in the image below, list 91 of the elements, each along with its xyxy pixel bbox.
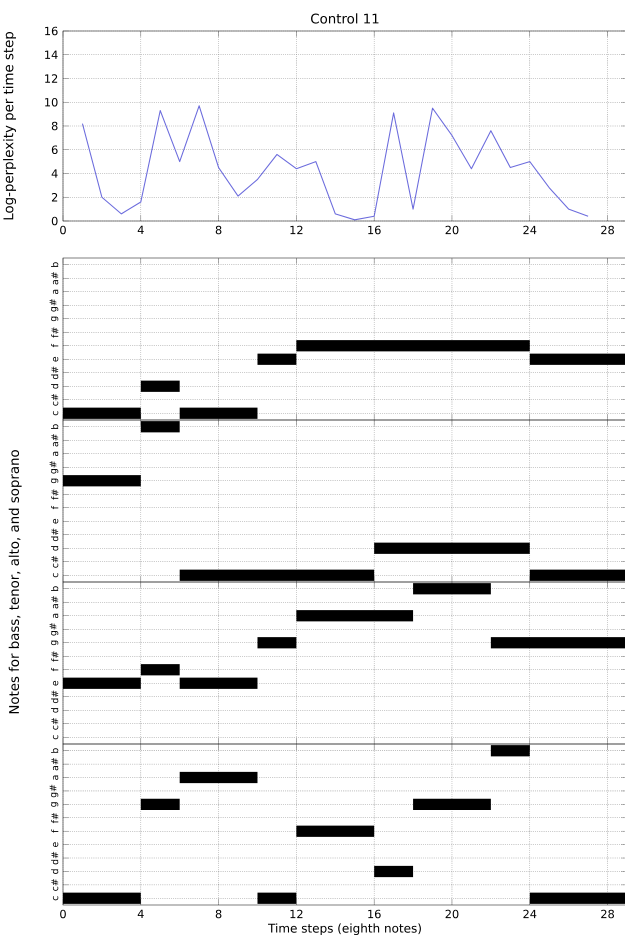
x-tick-label: 8	[216, 910, 222, 918]
bar	[140, 664, 180, 676]
y-tick-label: d	[51, 384, 58, 389]
line-series	[82, 105, 589, 220]
x-tick-label: 0	[60, 226, 66, 234]
y-tick-label: g	[51, 478, 58, 484]
x-axis-title: Time steps (eighth notes)	[268, 923, 421, 936]
y-tick-label: d#	[51, 690, 58, 704]
bar	[374, 866, 414, 878]
y-tick-label: e	[52, 518, 58, 524]
bar	[296, 340, 530, 352]
y-tick-label: 6	[52, 145, 58, 154]
x-tick-label: 4	[138, 910, 144, 918]
y-tick-label: a	[52, 776, 58, 780]
y-tick-label: a#	[51, 596, 58, 608]
y-tick-label: 8	[52, 122, 58, 130]
y-tick-label: a	[52, 614, 58, 618]
x-tick-label: 16	[368, 226, 381, 234]
y-tick-label: d#	[51, 366, 58, 380]
y-tick-label: g	[51, 640, 58, 646]
x-tick-label: 20	[446, 226, 458, 234]
y-tick-label: g#	[50, 623, 58, 636]
y-tick-label: g	[51, 802, 58, 807]
bar	[374, 542, 530, 554]
x-tick-label: 8	[216, 226, 222, 234]
y-tick-label: d	[51, 708, 58, 713]
y-tick-label: f#	[51, 651, 58, 662]
y-tick-label: c#	[51, 879, 58, 891]
y-tick-label: f	[51, 506, 58, 510]
x-tick-label: 24	[523, 226, 536, 234]
y-tick-label: g#	[50, 784, 58, 798]
y-tick-label: d#	[51, 528, 58, 542]
y-tick-label: b	[51, 424, 58, 429]
y-tick-label: b	[51, 262, 58, 267]
bar	[257, 637, 296, 648]
x-tick-label: 12	[290, 226, 302, 234]
y-tick-label: 12	[45, 74, 58, 83]
y-tick-label: c#	[51, 394, 58, 406]
x-tick-label: 24	[523, 910, 536, 918]
y-tick-label: a#	[51, 272, 58, 284]
y-tick-label: b	[51, 586, 58, 591]
y-tick-label: 2	[52, 193, 58, 202]
y-tick-label: 16	[45, 26, 58, 36]
bar	[413, 798, 491, 810]
y-tick-label: 4	[52, 169, 58, 178]
y-tick-label: a#	[51, 758, 58, 770]
x-tick-label: 28	[601, 226, 614, 234]
y-tick-label: f#	[51, 812, 58, 824]
bar	[180, 678, 258, 689]
y-tick-label: c	[52, 411, 58, 416]
bar	[140, 380, 180, 392]
y-tick-label: a	[52, 452, 58, 456]
y-tick-label: 0	[52, 216, 58, 226]
x-tick-label: 4	[138, 226, 144, 234]
y-tick-label: g#	[50, 461, 58, 474]
y-tick-label: 14	[45, 50, 58, 59]
y-tick-label: f	[51, 668, 58, 672]
y-tick-label: c#	[51, 718, 58, 730]
x-tick-label: 20	[446, 910, 458, 918]
bar	[257, 354, 296, 365]
bar	[140, 798, 180, 810]
y-axis-title: Log-perplexity per time step	[3, 32, 16, 220]
y-tick-label: b	[51, 748, 58, 753]
y-tick-label: e	[52, 680, 58, 686]
y-tick-label: a	[52, 290, 58, 294]
y-tick-label: 10	[45, 98, 58, 107]
y-tick-label: f	[51, 829, 58, 833]
y-tick-label: d#	[51, 852, 58, 864]
y-tick-label: f#	[51, 327, 58, 338]
y-axis-title: Notes for bass, tenor, alto, and soprano	[8, 450, 22, 714]
x-tick-label: 0	[60, 910, 66, 918]
bar	[296, 610, 414, 622]
y-tick-label: f	[51, 344, 58, 348]
x-tick-label: 28	[601, 910, 614, 918]
bar	[180, 772, 258, 784]
y-tick-label: c	[52, 735, 58, 740]
x-tick-label: 12	[290, 910, 302, 918]
bar	[296, 826, 374, 837]
y-tick-label: a#	[51, 434, 58, 446]
y-tick-label: g#	[50, 299, 58, 312]
y-tick-label: e	[52, 842, 58, 847]
chart-title: Control 11	[311, 13, 378, 24]
y-tick-label: f#	[51, 489, 58, 500]
y-tick-label: c	[52, 573, 58, 578]
y-tick-label: d	[51, 869, 58, 874]
y-tick-label: c	[52, 896, 58, 900]
y-tick-label: c#	[51, 556, 58, 568]
y-tick-label: d	[51, 546, 58, 551]
y-tick-label: g	[51, 316, 58, 322]
y-tick-label: e	[52, 356, 58, 362]
x-tick-label: 16	[368, 910, 381, 918]
